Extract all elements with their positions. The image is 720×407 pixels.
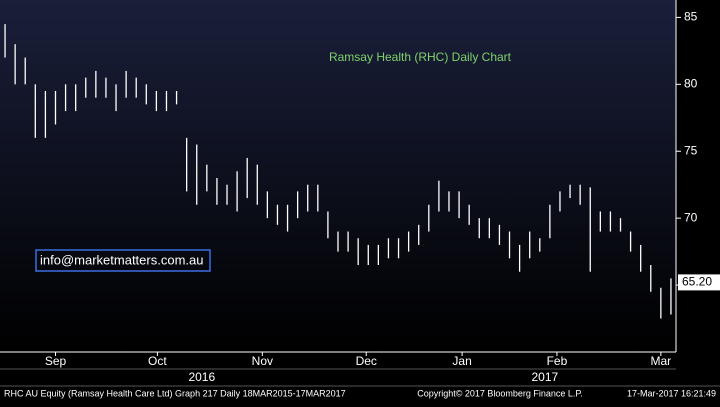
y-tick-label: 75 bbox=[684, 143, 698, 157]
x-tick-label: Feb bbox=[547, 354, 568, 368]
y-tick-label: 80 bbox=[684, 76, 698, 90]
y-tick-label: 85 bbox=[684, 10, 698, 24]
year-label: 2016 bbox=[188, 370, 215, 384]
x-tick-label: Mar bbox=[651, 354, 672, 368]
annotation-box bbox=[35, 249, 211, 272]
last-price-label: 65.20 bbox=[682, 275, 712, 289]
x-tick-label: Oct bbox=[148, 354, 167, 368]
chart-title: Ramsay Health (RHC) Daily Chart bbox=[329, 50, 512, 64]
footer-right: 17-Mar-2017 16:21:49 bbox=[627, 388, 716, 398]
year-label: 2017 bbox=[531, 370, 558, 384]
footer-center: Copyright© 2017 Bloomberg Finance L.P. bbox=[417, 388, 583, 398]
footer-left: RHC AU Equity (Ramsay Health Care Ltd) G… bbox=[4, 388, 346, 398]
x-tick-label: Nov bbox=[252, 354, 273, 368]
x-tick-label: Sep bbox=[45, 354, 67, 368]
last-price-box bbox=[678, 274, 720, 291]
annotation: info@marketmatters.com.au bbox=[40, 252, 203, 267]
plot-area bbox=[0, 0, 676, 352]
y-tick-label: 70 bbox=[684, 210, 698, 224]
x-tick-label: Jan bbox=[452, 354, 471, 368]
x-tick-label: Dec bbox=[356, 354, 377, 368]
